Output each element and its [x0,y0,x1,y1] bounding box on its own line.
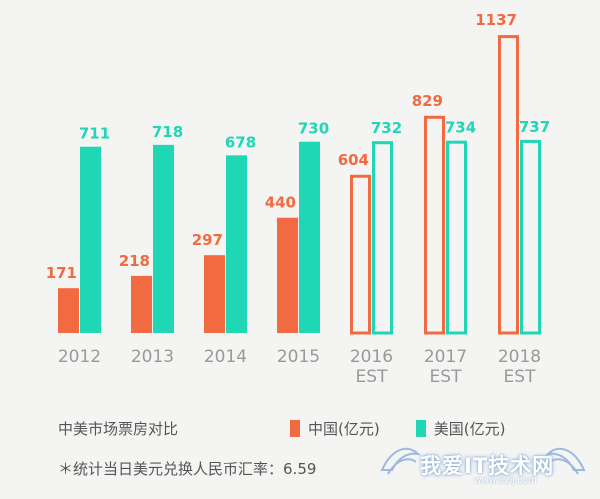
exchange-rate-note: ＊统计当日美元兑换人民币汇率：6.59 [58,460,317,478]
x-tick-label-5-est: EST [430,367,463,387]
bar-usa-6 [520,139,541,335]
bar-china-2 [204,255,225,333]
value-label-china-5: 829 [412,92,443,110]
legend: 中美市场票房对比 中国(亿元) 美国(亿元) [58,418,541,439]
legend-item-usa: 美国(亿元) [415,418,506,439]
value-label-china-4: 604 [338,151,369,169]
x-tick-label-0: 2012 [58,347,101,367]
wing-icon [380,447,586,475]
legend-label-usa: 美国(亿元) [433,420,506,438]
bar-chart: 171 711 2012 218 718 2013 297 678 2014 440 730 2015… [46,11,550,387]
chart-title: 中美市场票房对比 [58,420,179,438]
bar-usa-5 [446,140,467,335]
bar-usa-0 [80,146,101,333]
value-label-usa-6: 737 [519,118,550,136]
value-label-usa-4: 732 [371,119,402,137]
x-tick-label-5: 2017 [424,347,467,367]
value-label-usa-1: 718 [152,123,183,141]
x-tick-label-4: 2016 [350,347,393,367]
value-label-china-0: 171 [46,264,77,282]
legend-label-china: 中国(亿元) [308,420,380,438]
legend-item-china: 中国(亿元) [290,418,380,439]
bar-usa-4 [372,141,393,335]
bar-china-4 [350,174,371,335]
x-tick-label-3: 2015 [277,347,320,367]
watermark-logo: 我爱IT技术网 www.52ij.com [378,440,588,492]
value-label-china-6: 1137 [475,11,517,29]
x-tick-label-6-est: EST [504,367,537,387]
watermark-url: www.52ij.com [474,476,537,486]
legend-swatch-usa [415,420,426,437]
x-tick-label-6: 2018 [498,347,541,367]
x-tick-label-2: 2014 [204,347,247,367]
value-label-usa-3: 730 [298,120,329,138]
value-label-usa-2: 678 [225,133,256,151]
bar-china-3 [277,217,298,333]
legend-swatch-china [290,420,300,437]
bar-china-1 [131,275,152,333]
bar-usa-1 [153,144,174,333]
x-tick-label-1: 2013 [131,347,174,367]
bar-usa-2 [226,155,247,333]
value-label-china-1: 218 [119,252,150,270]
value-label-usa-5: 734 [445,119,476,137]
value-label-china-2: 297 [192,231,223,249]
bar-china-6 [498,35,519,335]
value-label-usa-0: 711 [79,125,110,143]
value-label-china-3: 440 [265,194,296,212]
watermark-text: 我爱IT技术网 [420,454,555,478]
bar-china-5 [424,115,445,335]
bar-usa-3 [299,141,320,333]
bar-china-0 [58,288,79,333]
x-tick-label-4-est: EST [356,367,389,387]
